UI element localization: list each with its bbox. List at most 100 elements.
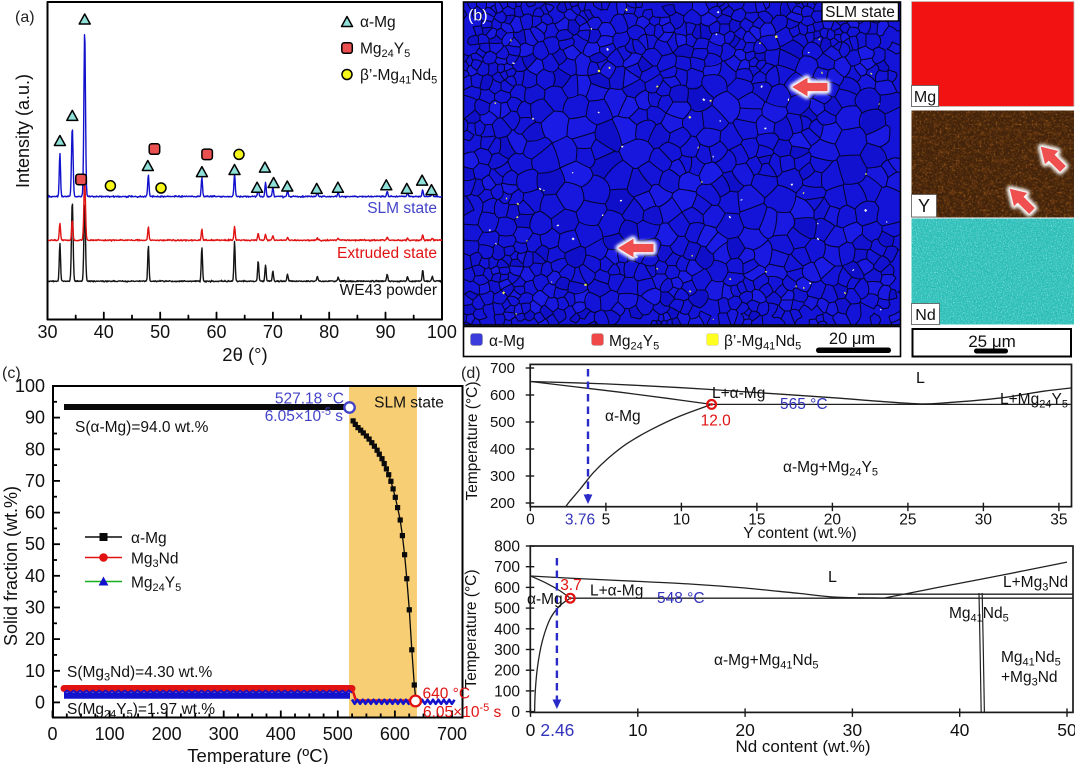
svg-text:α-Mg: α-Mg — [489, 333, 525, 350]
svg-text:20: 20 — [824, 512, 842, 529]
svg-text:50: 50 — [150, 322, 170, 342]
svg-text:L+α-Mg: L+α-Mg — [590, 583, 643, 600]
svg-text:300: 300 — [209, 724, 239, 744]
svg-text:3.76: 3.76 — [565, 512, 595, 529]
svg-text:Y content (wt.%): Y content (wt.%) — [743, 525, 856, 542]
svg-text:700: 700 — [494, 559, 520, 576]
svg-text:Mg24​Y5​: Mg24​Y5​ — [131, 575, 181, 595]
svg-text:70: 70 — [263, 322, 283, 342]
svg-text:Nd: Nd — [915, 307, 935, 324]
svg-text:500: 500 — [323, 724, 353, 744]
svg-text:60: 60 — [25, 503, 45, 523]
svg-text:700: 700 — [490, 360, 515, 377]
svg-text:90: 90 — [25, 408, 45, 428]
svg-text:30: 30 — [37, 322, 57, 342]
svg-text:200: 200 — [152, 724, 182, 744]
svg-text:α-Mg+Mg41​Nd5​: α-Mg+Mg41​Nd5​ — [714, 652, 818, 672]
svg-text:100: 100 — [427, 322, 457, 342]
svg-text:0: 0 — [511, 704, 520, 721]
svg-text:Mg3​Nd: Mg3​Nd — [131, 551, 179, 571]
svg-text:300: 300 — [490, 468, 515, 485]
svg-text:2.46: 2.46 — [540, 720, 574, 740]
svg-text:15: 15 — [748, 512, 765, 529]
svg-text:S(Mg24​Y5​)=1.97 wt.%: S(Mg24​Y5​)=1.97 wt.% — [67, 701, 215, 721]
svg-text:5: 5 — [602, 512, 611, 529]
svg-text:(b): (b) — [468, 8, 488, 25]
svg-text:Y: Y — [918, 196, 930, 216]
svg-text:(d): (d) — [461, 365, 481, 382]
svg-text:70: 70 — [25, 471, 45, 491]
svg-text:30: 30 — [25, 598, 45, 618]
svg-text:Mg24​Y5​: Mg24​Y5​ — [360, 41, 410, 61]
svg-text:(c): (c) — [2, 365, 21, 382]
svg-text:3.7: 3.7 — [560, 577, 582, 594]
svg-text:548 °C: 548 °C — [657, 590, 705, 607]
svg-text:L: L — [828, 569, 837, 586]
svg-text:Intensity (a.u.): Intensity (a.u.) — [13, 74, 33, 188]
svg-text:Mg41​Nd5​: Mg41​Nd5​ — [949, 605, 1009, 625]
svg-text:80: 80 — [25, 439, 45, 459]
svg-text:Temperature (°C): Temperature (°C) — [464, 381, 481, 500]
svg-text:WE43 powder: WE43 powder — [340, 282, 437, 299]
svg-text:0: 0 — [526, 512, 535, 529]
svg-text:SLM state: SLM state — [825, 4, 895, 21]
svg-text:20 μm: 20 μm — [829, 330, 875, 348]
svg-text:500: 500 — [494, 601, 520, 618]
svg-text:25: 25 — [899, 512, 916, 529]
svg-text:200: 200 — [490, 495, 515, 512]
svg-text:400: 400 — [494, 621, 520, 638]
svg-text:700: 700 — [437, 724, 467, 744]
svg-text:100: 100 — [494, 683, 520, 700]
svg-text:500: 500 — [490, 414, 515, 431]
svg-text:80: 80 — [319, 322, 339, 342]
svg-text:Temperature (ºC): Temperature (ºC) — [187, 745, 328, 764]
svg-text:10: 10 — [628, 720, 648, 740]
svg-text:Temperature (°C): Temperature (°C) — [463, 569, 480, 688]
svg-text:Mg: Mg — [914, 89, 936, 106]
svg-text:L+α-Mg: L+α-Mg — [712, 385, 765, 402]
svg-text:Mg24​Y5​: Mg24​Y5​ — [609, 333, 659, 353]
svg-text:400: 400 — [266, 724, 296, 744]
svg-text:90: 90 — [375, 322, 395, 342]
svg-text:300: 300 — [494, 642, 520, 659]
svg-text:α-Mg: α-Mg — [527, 591, 563, 608]
svg-text:α-Mg: α-Mg — [131, 530, 167, 547]
svg-text:50: 50 — [25, 534, 45, 554]
svg-text:β’-Mg41​Nd5​: β’-Mg41​Nd5​ — [724, 333, 801, 353]
svg-text:800: 800 — [494, 539, 520, 556]
svg-text:Mg41​Nd5​: Mg41​Nd5​ — [1001, 649, 1061, 669]
svg-text:10: 10 — [25, 661, 45, 681]
svg-text:10: 10 — [673, 512, 691, 529]
svg-text:20: 20 — [25, 629, 45, 649]
svg-text:50: 50 — [1057, 720, 1075, 740]
svg-text:S(Mg3​Nd)=4.30 wt.%: S(Mg3​Nd)=4.30 wt.% — [67, 664, 212, 684]
svg-text:100: 100 — [95, 724, 125, 744]
svg-text:527.18 °C: 527.18 °C — [275, 391, 344, 408]
svg-text:Nd content (wt.%): Nd content (wt.%) — [735, 737, 870, 756]
svg-text:600: 600 — [380, 724, 410, 744]
svg-text:Extruded state: Extruded state — [337, 245, 437, 262]
svg-text:600: 600 — [490, 387, 515, 404]
svg-text:α-Mg: α-Mg — [605, 408, 641, 425]
svg-text:SLM state: SLM state — [367, 200, 437, 217]
svg-text:100: 100 — [15, 376, 45, 396]
svg-text:600: 600 — [494, 580, 520, 597]
svg-text:40: 40 — [950, 720, 970, 740]
svg-text:0: 0 — [47, 724, 57, 744]
svg-text:Solid fraction (wt.%): Solid fraction (wt.%) — [1, 486, 21, 646]
svg-text:SLM state: SLM state — [374, 395, 444, 412]
svg-text:L+Mg3​Nd: L+Mg3​Nd — [1003, 574, 1068, 594]
svg-text:25 μm: 25 μm — [968, 332, 1016, 351]
svg-text:20: 20 — [735, 720, 755, 740]
svg-text:S(α-Mg)=94.0 wt.%: S(α-Mg)=94.0 wt.% — [75, 419, 209, 436]
svg-text:0: 0 — [526, 720, 536, 740]
svg-text:(a): (a) — [15, 9, 35, 26]
svg-text:2θ (°): 2θ (°) — [222, 344, 267, 365]
svg-text:400: 400 — [490, 441, 515, 458]
svg-text:6.05×10-5​ s: 6.05×10-5​ s — [423, 702, 502, 721]
svg-text:6.05×10-5​ s: 6.05×10-5​ s — [265, 406, 344, 425]
svg-text:60: 60 — [206, 322, 226, 342]
svg-text:35: 35 — [1050, 512, 1067, 529]
svg-text:β’-Mg41​Nd5​: β’-Mg41​Nd5​ — [360, 67, 437, 87]
svg-text:200: 200 — [494, 663, 520, 680]
